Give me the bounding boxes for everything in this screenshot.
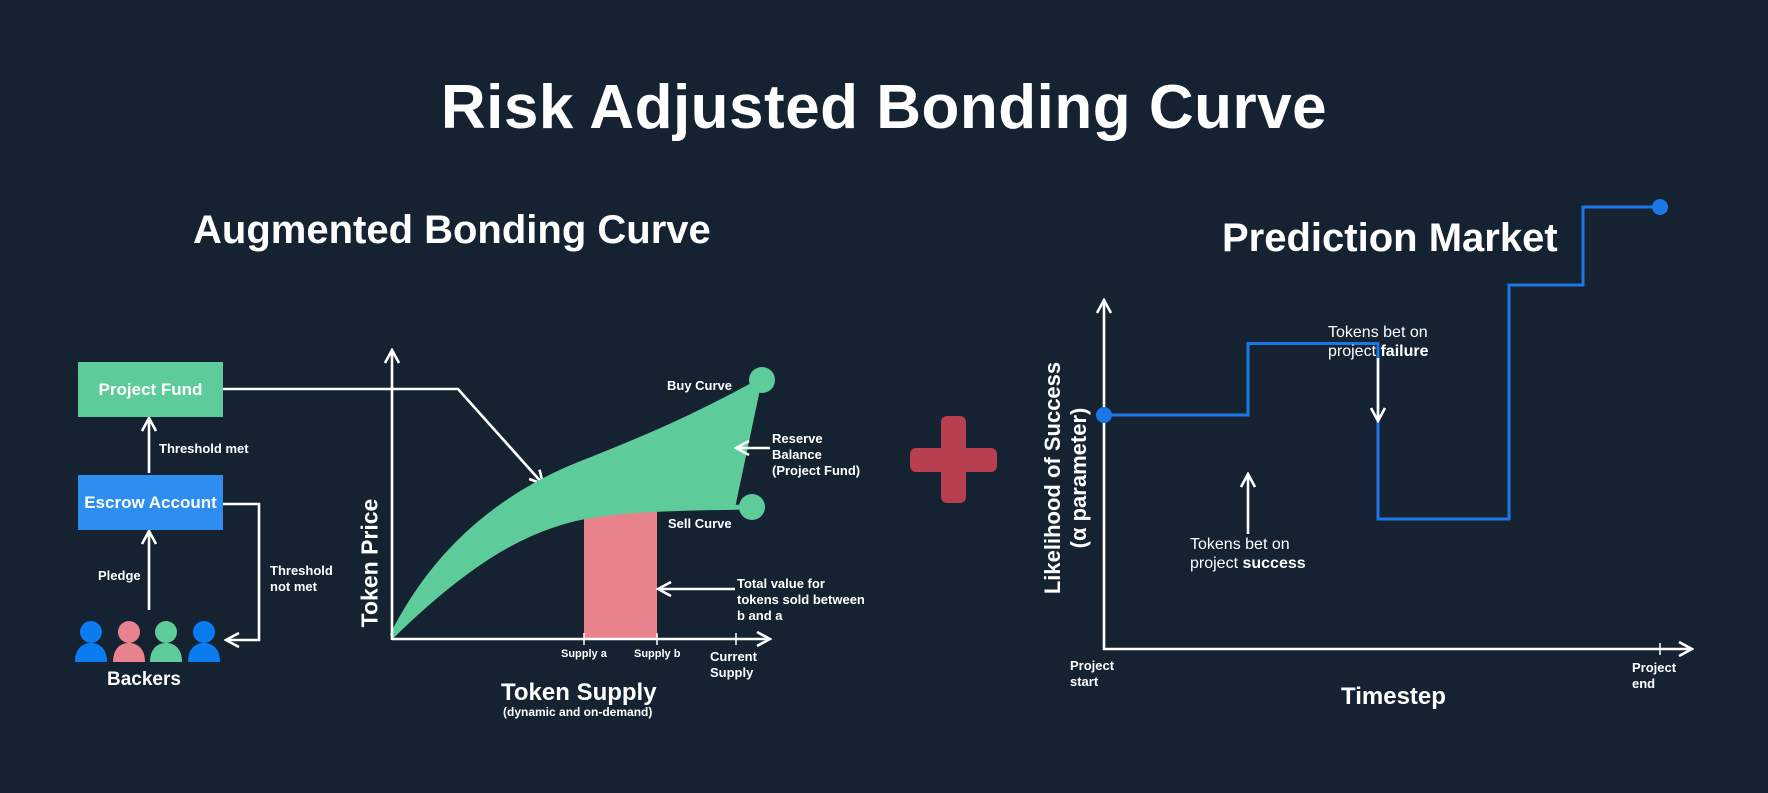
backers-label: Backers [107,669,181,690]
token-supply-label: Token Supply [501,679,657,706]
backers-icons [75,621,220,662]
sold-value-area [584,510,657,640]
token-price-label: Token Price [356,498,383,628]
backer-head [193,621,215,643]
total-value-label: Total value for tokens sold between b an… [737,576,865,623]
supply-b-label: Supply b [634,648,681,660]
failure-label: Tokens bet on project failure [1328,324,1429,360]
likelihood-end-point [1652,199,1668,215]
likelihood-step-line [1104,205,1660,521]
backer-body [150,643,182,662]
token-supply-sublabel: (dynamic and on-demand) [503,705,653,719]
buy-curve-label: Buy Curve [667,378,733,393]
supply-a-label: Supply a [561,648,607,660]
pledge-label: Pledge [98,568,141,583]
backer-head [155,621,177,643]
buy-curve-end [749,367,775,393]
buy-curve [389,377,764,638]
prediction-market-title: Prediction Market [1222,216,1558,260]
success-label: Tokens bet on project success [1190,536,1306,572]
current-supply-label: Current Supply [710,649,757,680]
likelihood-label: Likelihood of Success (α parameter) [1040,361,1091,595]
threshold-not-met-arrow [223,502,261,640]
threshold-not-met-label: Threshold not met [270,563,333,594]
fund-to-curve-arrow [223,387,543,484]
threshold-met-label: Threshold met [159,441,249,456]
backer-body [75,643,107,662]
likelihood-line [1096,199,1668,521]
project-end-label: Project end [1632,660,1677,691]
reserve-area [392,380,762,636]
sell-curve-end [739,494,765,520]
project-start-label: Project start [1070,658,1115,689]
sell-curve-label: Sell Curve [668,516,732,531]
escrow-account-box: Escrow Account [78,475,223,530]
likelihood-start-point [1096,407,1112,423]
plus-icon [910,416,997,503]
abc-title: Augmented Bonding Curve [193,208,711,252]
backer-body [188,643,220,662]
sell-curve [390,504,753,638]
timestep-label: Timestep [1341,683,1446,710]
backer-head [80,621,102,643]
backer-body [113,643,145,662]
main-title: Risk Adjusted Bonding Curve [440,73,1328,142]
project-fund-box: Project Fund [78,362,223,417]
reserve-balance-label: Reserve Balance (Project Fund) [772,431,861,478]
backer-head [118,621,140,643]
